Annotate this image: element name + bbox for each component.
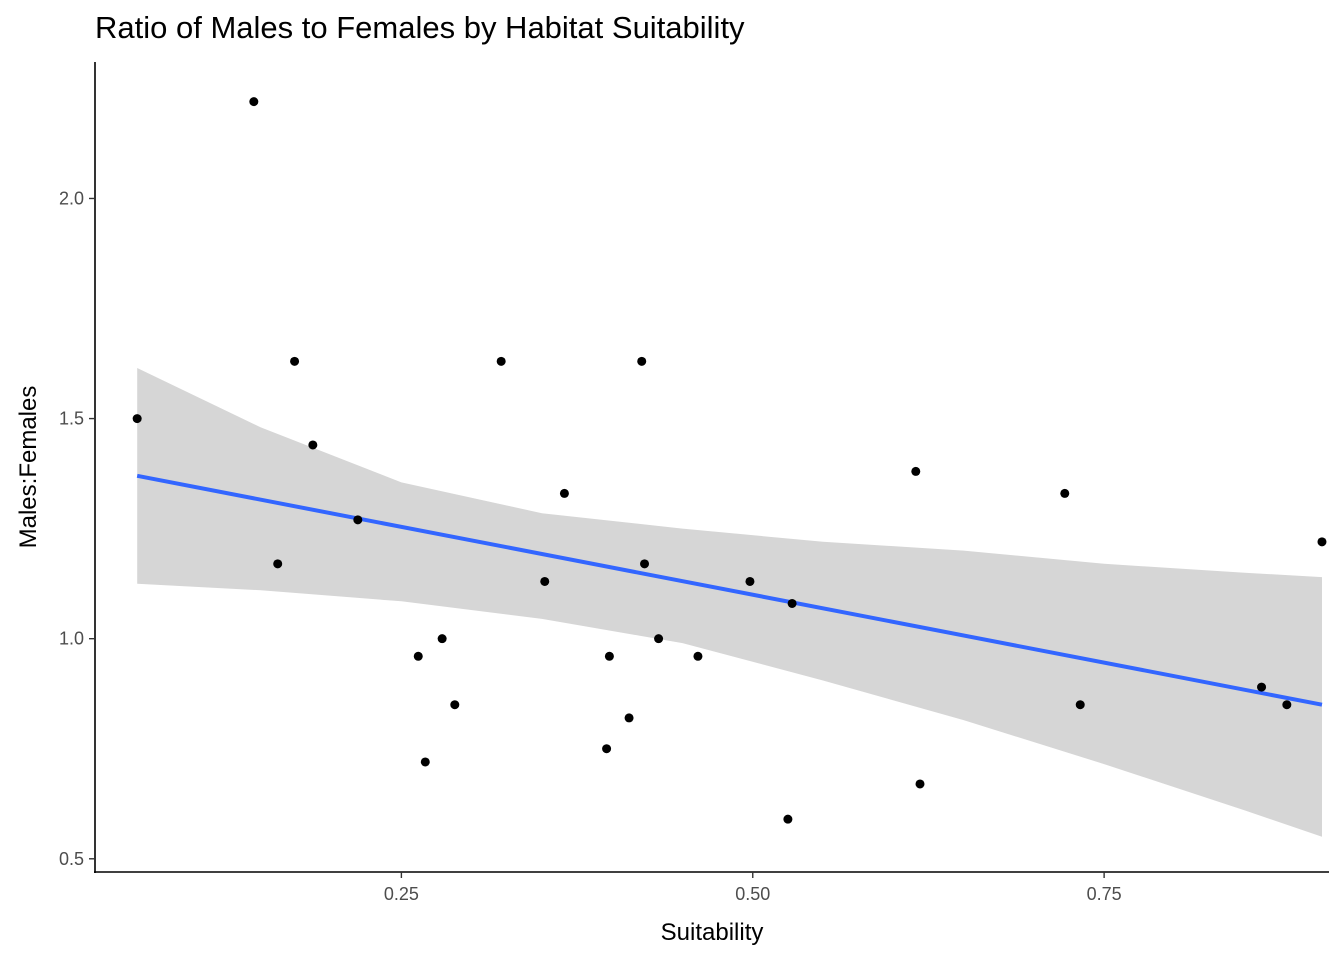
data-point [450, 700, 460, 710]
x-tick-label: 0.25 [384, 884, 419, 904]
data-point [640, 559, 650, 569]
x-tick-label: 0.50 [735, 884, 770, 904]
data-point [308, 440, 318, 450]
data-point [604, 651, 614, 661]
confidence-band-layer [137, 368, 1323, 837]
data-point [353, 515, 363, 525]
data-point [787, 598, 797, 608]
data-point [654, 634, 664, 644]
data-point [437, 634, 447, 644]
data-point [540, 576, 550, 586]
data-point [602, 744, 612, 754]
data-point [290, 356, 300, 366]
data-point [745, 576, 755, 586]
data-point [249, 97, 259, 107]
x-axis-title: Suitability [661, 919, 764, 946]
y-axis-title: Males:Females [15, 386, 42, 549]
data-point [783, 814, 793, 824]
trend-line [136, 473, 1323, 707]
data-point [624, 713, 634, 723]
data-point [1282, 700, 1292, 710]
data-point [1317, 537, 1327, 547]
y-tick-label: 0.5 [59, 849, 84, 869]
data-point [637, 356, 647, 366]
confidence-band [137, 368, 1323, 837]
x-tick-label: 0.75 [1087, 884, 1122, 904]
axes-layer: 0.25 0.50 0.75 0.5 1.0 1.5 2.0 [59, 62, 1329, 904]
y-tick-label: 1.0 [59, 629, 84, 649]
y-tick-label: 2.0 [59, 188, 84, 208]
data-point [1257, 682, 1267, 692]
trend-line-layer [136, 473, 1323, 707]
data-point [1075, 700, 1085, 710]
data-point [911, 466, 921, 476]
data-point [273, 559, 283, 569]
data-point [132, 414, 142, 424]
data-point [693, 651, 703, 661]
data-point [413, 651, 423, 661]
data-point [1060, 488, 1070, 498]
chart-title: Ratio of Males to Females by Habitat Sui… [95, 10, 745, 45]
data-point [915, 779, 925, 789]
data-point [559, 488, 569, 498]
points-layer [132, 97, 1327, 824]
data-point [496, 356, 506, 366]
y-tick-label: 1.5 [59, 409, 84, 429]
data-point [420, 757, 430, 767]
